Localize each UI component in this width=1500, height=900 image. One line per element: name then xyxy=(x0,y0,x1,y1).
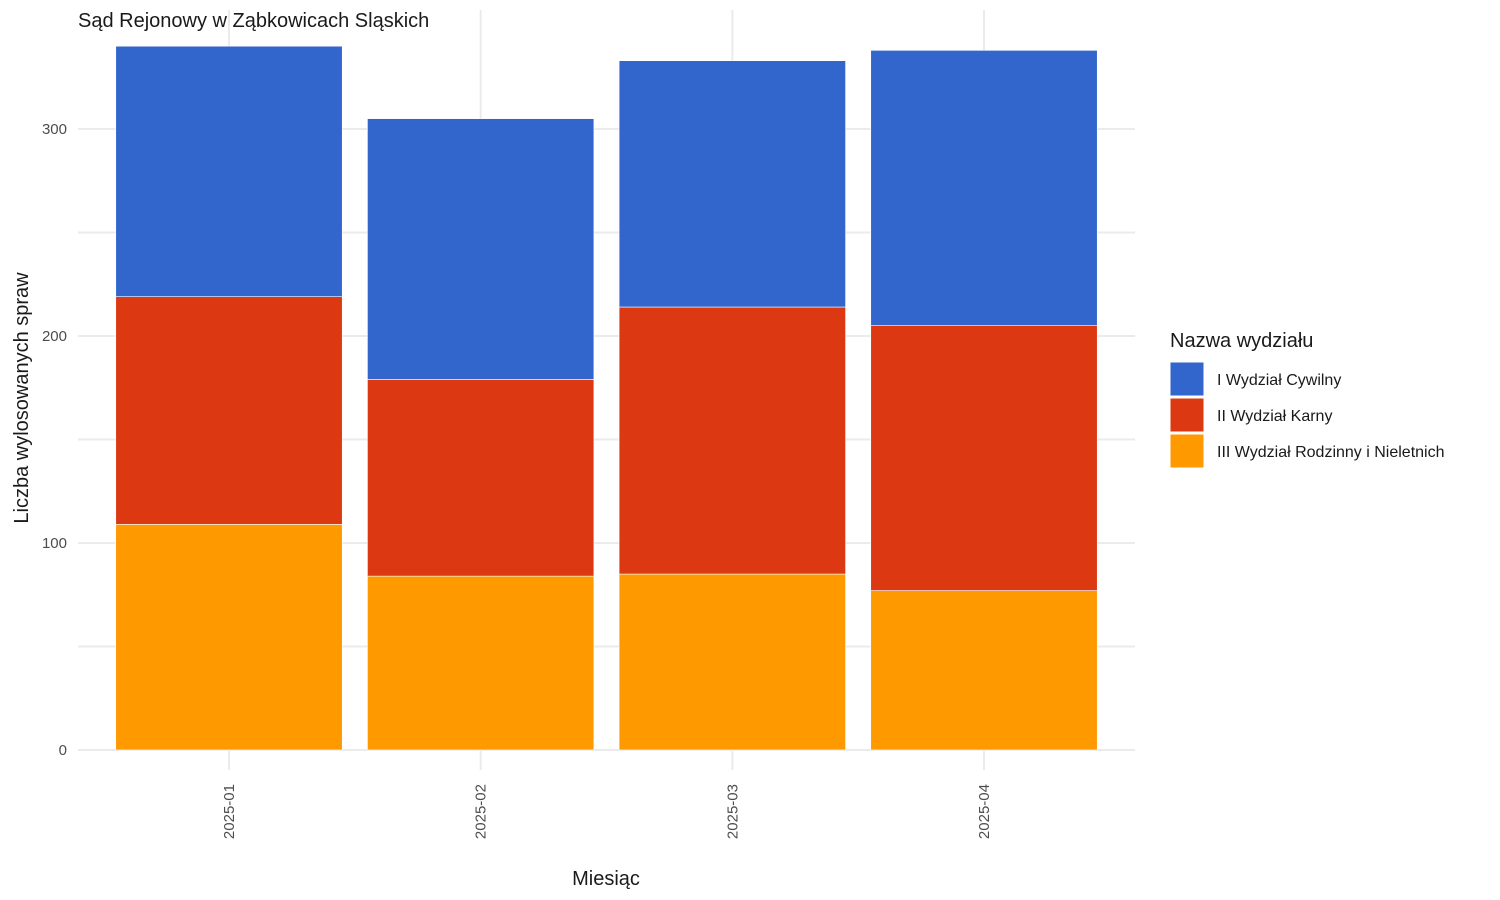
y-tick-label: 100 xyxy=(42,535,67,552)
legend-label: III Wydział Rodzinny i Nieletnich xyxy=(1217,444,1445,461)
bar-segment xyxy=(618,306,846,575)
legend-swatch xyxy=(1169,397,1205,433)
bar-segment xyxy=(367,575,595,751)
bar-segment xyxy=(115,296,343,525)
bar-segment xyxy=(870,50,1098,326)
legend-title: Nazwa wydziału xyxy=(1170,330,1313,352)
y-axis-ticks: 0 100 200 300 xyxy=(42,121,67,759)
bar-segment xyxy=(115,45,343,297)
bar-segment xyxy=(367,118,595,380)
y-tick-label: 300 xyxy=(42,121,67,138)
bar-segment xyxy=(618,60,846,308)
x-axis-title: Miesiąc xyxy=(572,868,640,890)
bar-segment xyxy=(870,590,1098,751)
bar-segment xyxy=(367,379,595,577)
bar-segment xyxy=(618,573,846,751)
legend: Nazwa wydziału I Wydział Cywilny II Wydzi… xyxy=(1169,330,1445,469)
x-axis-ticks: 2025-01 2025-02 2025-03 2025-04 xyxy=(221,784,993,839)
legend-swatch xyxy=(1169,433,1205,469)
bar-segment xyxy=(870,325,1098,591)
x-tick-label: 2025-04 xyxy=(976,784,993,839)
y-tick-label: 200 xyxy=(42,328,67,345)
bars xyxy=(115,45,1098,751)
chart-title: Sąd Rejonowy w Ząbkowicach Sląskich xyxy=(78,10,429,32)
legend-label: II Wydział Karny xyxy=(1217,408,1332,425)
x-tick-label: 2025-02 xyxy=(473,784,490,839)
legend-swatch xyxy=(1169,361,1205,397)
y-tick-label: 0 xyxy=(59,742,67,759)
legend-label: I Wydział Cywilny xyxy=(1217,372,1341,389)
y-axis-title: Liczba wylosowanych spraw xyxy=(11,272,33,524)
x-tick-label: 2025-03 xyxy=(724,784,741,839)
x-tick-label: 2025-01 xyxy=(221,784,238,839)
bar-segment xyxy=(115,524,343,751)
